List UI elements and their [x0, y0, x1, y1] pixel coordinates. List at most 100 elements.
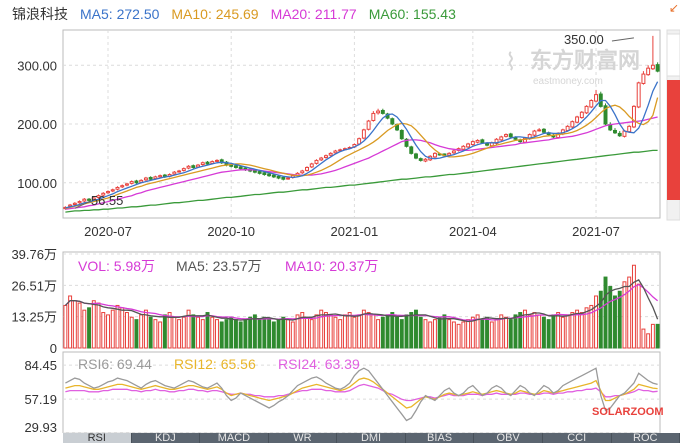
- volume-bar: [513, 314, 518, 349]
- candle: [124, 182, 129, 187]
- candle: [106, 190, 110, 194]
- max-price-label: 350.00: [564, 32, 604, 47]
- ma10-legend: MA10: 245.69: [171, 6, 259, 22]
- candle: [399, 129, 404, 140]
- x-tick-label: 2021-01: [331, 224, 379, 239]
- volume-bar: [276, 319, 281, 349]
- candle-body: [475, 139, 480, 143]
- candle-body: [148, 176, 153, 180]
- candle-body: [129, 181, 134, 184]
- candle: [257, 170, 262, 175]
- tab-kdj[interactable]: KDJ: [131, 433, 201, 443]
- candle-body: [646, 67, 651, 76]
- volume-bar: [181, 316, 186, 349]
- candle-body: [323, 155, 328, 158]
- candle: [143, 176, 148, 181]
- volume-bar: [366, 312, 371, 349]
- candle: [281, 176, 286, 181]
- volume-bar: [627, 276, 632, 349]
- candle-body: [451, 150, 456, 154]
- candle-body: [404, 138, 409, 147]
- volume-bar: [68, 295, 73, 349]
- volume-bar: [63, 304, 68, 349]
- volume-bar: [395, 316, 400, 349]
- volume-bar: [603, 276, 608, 349]
- candle: [233, 164, 238, 169]
- candle: [328, 152, 333, 157]
- volume-bar: [371, 314, 376, 349]
- volume-bar: [451, 321, 456, 349]
- tab-obv[interactable]: OBV: [474, 433, 543, 443]
- volume-bar: [390, 312, 395, 349]
- candle: [655, 62, 660, 73]
- watermark: ⌇ 东方财富网 eastmoney.com: [505, 48, 640, 87]
- candle-body: [96, 195, 101, 198]
- candle-body: [589, 100, 594, 108]
- candle: [466, 142, 471, 149]
- candle: [461, 145, 466, 151]
- candle-body: [409, 146, 414, 154]
- volume-bar: [428, 321, 433, 349]
- candle: [598, 91, 603, 108]
- volume-bar: [167, 312, 172, 349]
- volume-bar: [338, 319, 343, 349]
- candle: [613, 128, 617, 134]
- candle-body: [267, 173, 272, 177]
- watermark-subtext: eastmoney.com: [533, 76, 603, 87]
- candle: [319, 156, 324, 162]
- candle-body: [508, 133, 513, 138]
- volume-bar: [153, 319, 158, 349]
- volume-bar: [267, 319, 272, 349]
- tab-bias[interactable]: BIAS: [405, 433, 475, 443]
- volume-bar: [385, 314, 390, 349]
- candle: [631, 105, 636, 129]
- tab-rsi[interactable]: RSI: [63, 433, 132, 443]
- rsi-frame: [62, 351, 661, 433]
- candle: [129, 180, 134, 185]
- chart-header: 锦浪科技 MA5: 272.50 MA10: 245.69 MA20: 211.…: [0, 0, 680, 28]
- volume-bar: [233, 319, 238, 349]
- candle: [504, 133, 508, 138]
- candle-body: [328, 152, 333, 156]
- candle-body: [186, 165, 191, 169]
- candle-body: [461, 145, 466, 150]
- candle: [186, 165, 191, 170]
- volume-bar: [328, 314, 333, 349]
- tab-wr[interactable]: WR: [268, 433, 338, 443]
- candle: [77, 200, 82, 204]
- volume-bar: [437, 316, 442, 349]
- tab-roc[interactable]: ROC: [611, 433, 680, 443]
- volume-bar: [527, 314, 532, 349]
- volume-bar: [579, 312, 584, 349]
- volume-bar: [556, 312, 561, 349]
- volume-bar: [461, 321, 466, 349]
- candle-body: [106, 191, 110, 194]
- candle-body: [532, 130, 537, 136]
- volume-bar: [91, 300, 96, 349]
- candle-body: [594, 94, 599, 102]
- tab-dmi[interactable]: DMI: [337, 433, 406, 443]
- candle-body: [309, 163, 314, 168]
- volume-bar: [82, 309, 87, 349]
- rsi24-line: [65, 383, 658, 402]
- volume-bar: [257, 319, 262, 349]
- candle-body: [115, 186, 120, 190]
- candle: [418, 157, 423, 162]
- side-tab: ↙: [666, 1, 680, 221]
- candle-body: [72, 202, 77, 205]
- candle-body: [480, 139, 485, 144]
- volume-bar: [489, 321, 494, 349]
- volume-bar: [504, 316, 508, 349]
- tab-macd[interactable]: MACD: [200, 433, 269, 443]
- volume-bar: [219, 321, 224, 349]
- volume-bar: [186, 309, 191, 349]
- volume-bar: [243, 319, 248, 349]
- volume-bar: [622, 281, 627, 349]
- tab-cci[interactable]: CCI: [542, 433, 612, 443]
- candle-body: [238, 166, 243, 170]
- x-tick-label: 2020-07: [84, 224, 132, 239]
- vol-ma5-line: [64, 279, 659, 323]
- volume-bar: [96, 302, 101, 349]
- volume-bar: [584, 307, 589, 349]
- volume-bar: [323, 312, 328, 349]
